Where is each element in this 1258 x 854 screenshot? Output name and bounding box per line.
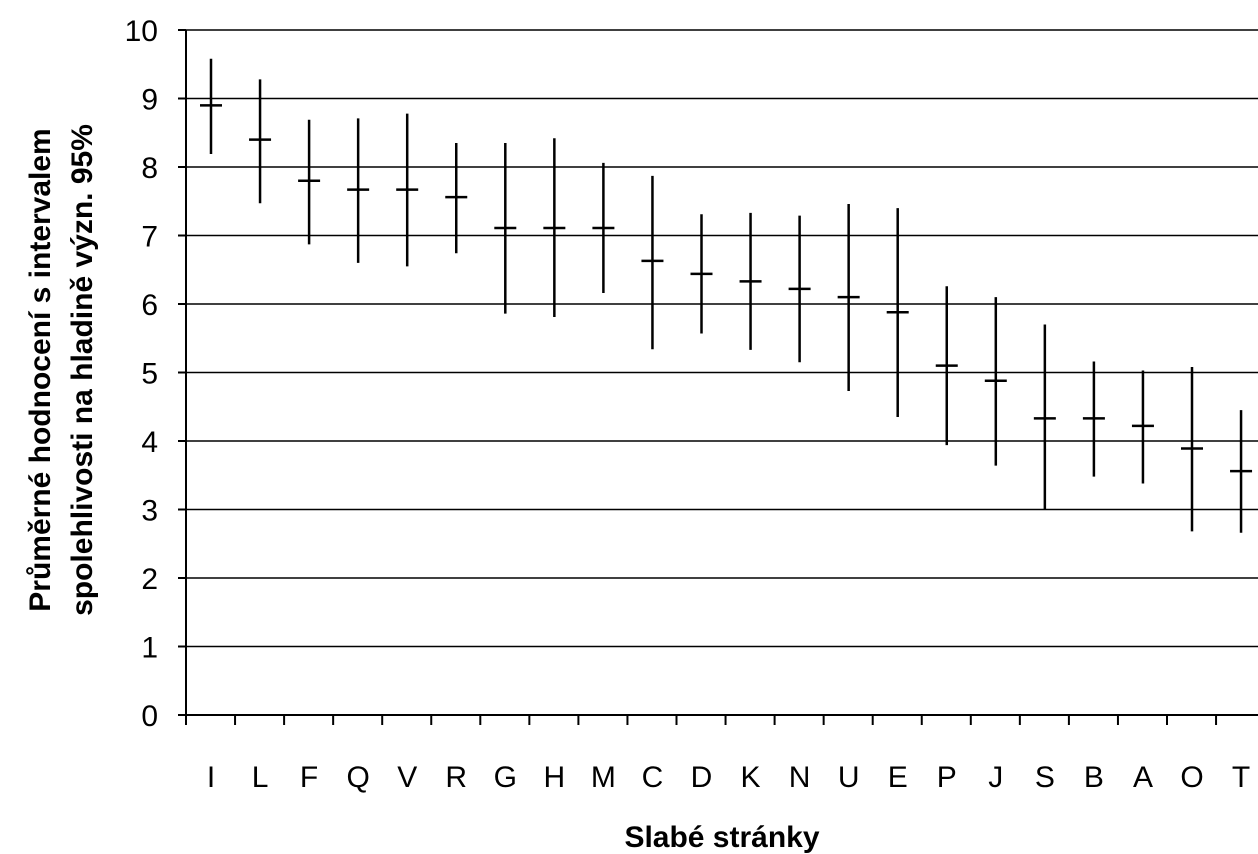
error-bar-I bbox=[200, 58, 222, 154]
error-bar-F bbox=[298, 119, 321, 245]
y-tick-label: 7 bbox=[141, 221, 158, 254]
x-tick-label: C bbox=[642, 761, 664, 794]
x-tick-label: O bbox=[1180, 761, 1203, 794]
x-tick-label: T bbox=[1232, 761, 1250, 794]
y-tick-label: 8 bbox=[141, 152, 158, 185]
x-tick-label: F bbox=[300, 761, 318, 794]
y-tick-label: 1 bbox=[141, 632, 158, 665]
error-bar-V bbox=[396, 113, 419, 267]
y-tick-labels: 0 1 2 3 4 5 6 7 8 9 10 bbox=[125, 15, 186, 733]
x-tick-label: D bbox=[691, 761, 713, 794]
x-tick-label: N bbox=[789, 761, 811, 794]
error-bars bbox=[200, 58, 1253, 533]
x-tick-label: B bbox=[1084, 761, 1104, 794]
y-axis-title-line-2: spolehlivosti na hladině význ. 95% bbox=[66, 124, 99, 616]
x-tick-label: P bbox=[937, 761, 957, 794]
y-tick-label: 3 bbox=[141, 495, 158, 528]
error-bar-P bbox=[935, 286, 958, 446]
y-axis-title-line-1: Průměrné hodnocení s intervalem bbox=[24, 128, 57, 611]
y-tick-label: 4 bbox=[141, 426, 158, 459]
error-bar-D bbox=[690, 214, 713, 334]
error-bar-M bbox=[592, 162, 615, 294]
x-tick-label: M bbox=[591, 761, 616, 794]
x-tick-label: U bbox=[838, 761, 860, 794]
error-bar-T bbox=[1230, 410, 1253, 533]
error-bar-Q bbox=[347, 118, 370, 263]
error-bar-U bbox=[837, 203, 860, 391]
x-tick-label: I bbox=[207, 761, 215, 794]
error-bar-A bbox=[1131, 370, 1154, 484]
y-tick-label: 0 bbox=[141, 700, 158, 733]
x-tick-label: S bbox=[1035, 761, 1055, 794]
error-bar-N bbox=[788, 215, 811, 363]
error-bar-C bbox=[641, 175, 664, 350]
x-tick-label: E bbox=[888, 761, 908, 794]
x-tick-label: R bbox=[445, 761, 467, 794]
error-bar-J bbox=[984, 297, 1007, 466]
x-tick-label: V bbox=[397, 761, 417, 794]
y-tick-label: 2 bbox=[141, 563, 158, 596]
error-bar-E bbox=[886, 208, 909, 418]
gridlines bbox=[186, 29, 1258, 648]
x-tick-label: G bbox=[494, 761, 517, 794]
error-bar-R bbox=[445, 143, 468, 254]
error-bar-B bbox=[1082, 361, 1105, 477]
x-tick-label: A bbox=[1133, 761, 1153, 794]
y-tick-label: 9 bbox=[141, 84, 158, 117]
x-tick-label: K bbox=[741, 761, 761, 794]
error-bar-H bbox=[543, 138, 566, 318]
x-tick-label: J bbox=[988, 761, 1003, 794]
error-bar-G bbox=[494, 143, 517, 314]
error-bar-S bbox=[1033, 324, 1056, 510]
y-tick-label: 6 bbox=[141, 289, 158, 322]
error-bar-K bbox=[739, 212, 762, 350]
error-bar-O bbox=[1181, 367, 1203, 532]
x-axis-title: Slabé stránky bbox=[624, 821, 819, 854]
error-bar-L bbox=[249, 79, 272, 204]
y-tick-label: 10 bbox=[125, 15, 158, 48]
x-tick-label: Q bbox=[346, 761, 369, 794]
x-tick-label: L bbox=[252, 761, 269, 794]
y-tick-label: 5 bbox=[141, 358, 158, 391]
x-tick-label: H bbox=[544, 761, 566, 794]
